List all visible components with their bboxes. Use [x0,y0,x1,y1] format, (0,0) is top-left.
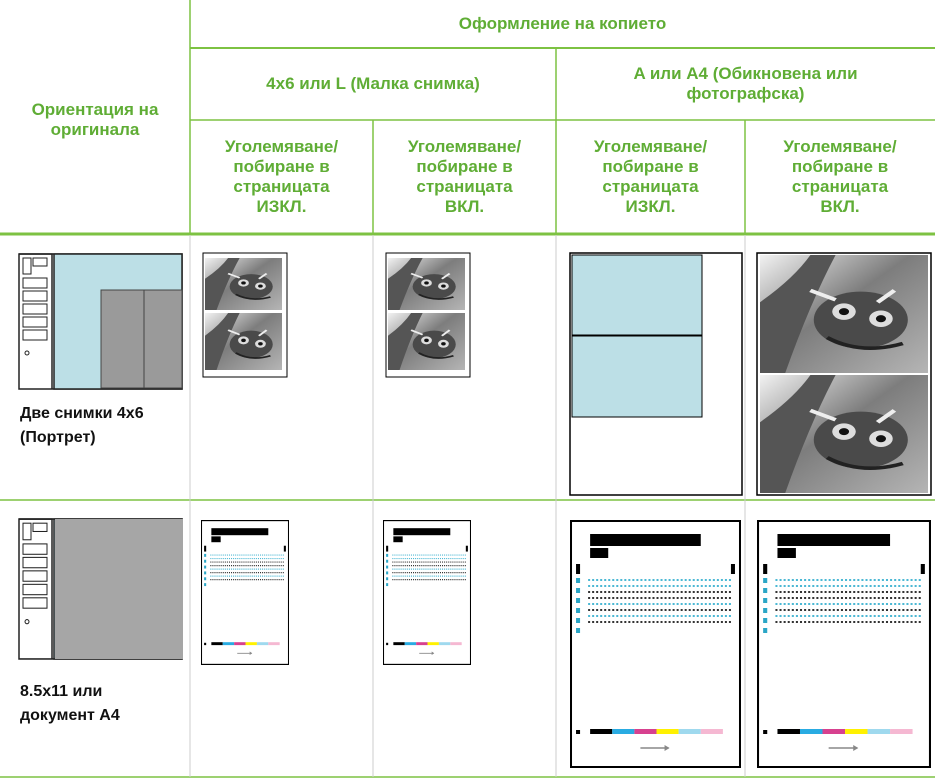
column-header: Уголемяване/ побиране в страницата ИЗКЛ. [224,136,339,216]
large-doc-off [570,520,741,768]
layout-header: Оформление на копието [458,14,667,33]
large-doc-on [757,520,931,768]
column-header: Уголемяване/ побиране в страницата ИЗКЛ. [593,136,708,216]
group-header: 4x6 или L (Малка снимка) [266,74,480,93]
small-photo-on [385,252,471,378]
small-photo-off [202,252,288,378]
small-doc-on [383,520,471,665]
large-photo-on [756,252,932,496]
body-lines [189,235,746,777]
column-header: Уголемяване/ побиране в страницата ВКЛ. [783,136,897,216]
column-header-cell: Уголемяване/ побиране в страницата ВКЛ. [373,120,556,233]
row-label: Две снимки 4x6 (Портрет) [20,405,144,446]
scanner-photos [18,253,183,390]
group-header-cell: A или A4 (Обикновена или фотографска) [556,48,935,120]
column-header-cell: Уголемяване/ побиране в страницата ИЗКЛ. [190,120,373,233]
column-header: Уголемяване/ побиране в страницата ВКЛ. [407,136,522,216]
orientation-header: Ориентация на оригинала [31,100,159,139]
group-header: A или A4 (Обикновена или фотографска) [633,64,858,103]
large-photo-off [569,252,743,496]
small-doc-off [201,520,289,665]
scanner-document [18,518,183,660]
row-label: 8.5x11 или документ A4 [20,683,120,724]
column-header-cell: Уголемяване/ побиране в страницата ИЗКЛ. [556,120,745,233]
column-header-cell: Уголемяване/ побиране в страницата ВКЛ. [745,120,935,233]
